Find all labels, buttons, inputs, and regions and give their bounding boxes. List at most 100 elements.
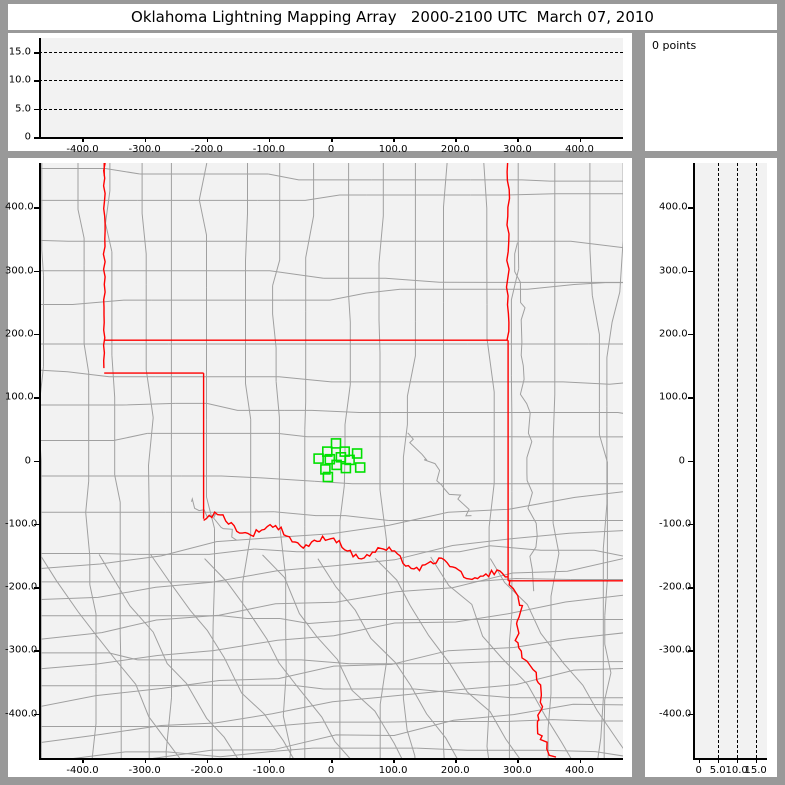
lightning-source-marker[interactable]	[322, 471, 334, 483]
county-border	[39, 402, 176, 406]
county-border	[486, 707, 490, 758]
altitude-hist-y-tick	[688, 523, 693, 526]
map-x-tick-label: -100.0	[252, 765, 285, 776]
time-altitude-y-axis-line	[39, 38, 41, 137]
county-border	[168, 270, 324, 279]
county-border	[497, 282, 606, 290]
map-x-tick	[268, 758, 271, 763]
county-border	[89, 584, 97, 674]
map-y-tick	[34, 397, 39, 399]
map-x-tick-label: 200.0	[440, 765, 470, 776]
time-altitude-x-tick-label: -400.0	[66, 144, 99, 155]
time-altitude-panel[interactable]: -400.0 -300.0 -200.0 -100.0 0 100.0 200.0 300.0…	[8, 33, 632, 155]
page-title: Oklahoma Lightning Mapping Array 2000-21…	[131, 8, 654, 26]
county-border	[379, 394, 387, 541]
time-altitude-gridline-h	[39, 80, 623, 82]
county-border	[114, 475, 121, 587]
points-count-panel: 0 points	[645, 33, 777, 151]
time-altitude-x-tick	[82, 137, 84, 142]
map-y-tick	[34, 207, 39, 209]
lightning-source-marker[interactable]	[340, 462, 352, 474]
time-altitude-x-tick-label: 0	[327, 144, 335, 155]
county-border	[381, 545, 491, 553]
lightning-source-marker[interactable]	[354, 462, 366, 473]
lightning-source-marker[interactable]	[321, 446, 333, 457]
map-plan-view-panel[interactable]: -400.0 -300.0 -200.0 -100.0 0 100.0 200.0 300.0…	[5, 158, 632, 777]
county-border	[589, 163, 593, 296]
county-border	[443, 163, 448, 303]
map-y-tick-label: 100.0	[5, 391, 34, 403]
state-border-west	[102, 163, 106, 369]
map-y-tick-label: 400.0	[5, 201, 34, 213]
altitude-hist-gridline-v	[755, 163, 757, 758]
county-border	[181, 475, 315, 482]
time-altitude-x-tick	[331, 137, 333, 142]
altitude-hist-y-tick	[688, 650, 693, 652]
county-border	[619, 163, 623, 293]
time-altitude-y-tick-label: 10.0	[8, 74, 31, 86]
lightning-source-marker[interactable]	[320, 464, 331, 475]
county-border	[270, 721, 386, 727]
county-border	[167, 747, 314, 758]
map-y-tick	[34, 333, 39, 336]
county-border	[165, 511, 275, 513]
time-altitude-x-tick	[393, 137, 395, 142]
map-plot-area[interactable]	[39, 163, 623, 758]
map-x-tick	[144, 758, 147, 763]
altitude-hist-x-tick	[717, 758, 720, 763]
county-border	[152, 703, 623, 758]
county-border	[212, 528, 215, 673]
altitude-histogram-panel[interactable]: 0 5.0 10.0 15.0 -400.0 -300.0 -200.0 -100.0 0 100…	[645, 158, 777, 777]
lightning-source-marker[interactable]	[330, 438, 342, 449]
county-border	[530, 240, 623, 249]
county-border	[145, 284, 154, 418]
altitude-hist-x-tick-label: 10.0	[725, 765, 748, 776]
state-border-red-river	[203, 510, 509, 581]
county-border	[550, 523, 560, 646]
map-y-tick-label: 300.0	[5, 265, 34, 277]
map-geography-svg	[39, 163, 623, 758]
altitude-hist-x-tick	[736, 758, 739, 763]
county-border	[602, 406, 608, 549]
county-border	[136, 548, 255, 555]
county-border	[204, 558, 351, 758]
lightning-source-marker[interactable]	[351, 448, 363, 459]
map-x-tick	[579, 758, 581, 763]
county-border	[280, 618, 401, 625]
time-altitude-y-tick	[34, 52, 39, 54]
altitude-hist-gridline-v	[736, 163, 738, 758]
altitude-hist-y-tick-label: -300.0	[659, 644, 692, 656]
time-altitude-x-tick	[455, 137, 457, 142]
county-border	[39, 491, 623, 570]
county-border	[73, 751, 168, 758]
county-border	[348, 295, 351, 385]
county-border	[39, 369, 156, 378]
altitude-hist-y-tick	[688, 460, 693, 462]
altitude-hist-gridline-v	[717, 163, 719, 758]
altitude-histogram-plot-area[interactable]	[693, 163, 767, 758]
map-y-tick	[34, 650, 39, 652]
time-altitude-y-tick	[34, 80, 39, 82]
lightning-source-marker[interactable]	[313, 453, 324, 464]
time-altitude-y-tick-label: 0	[24, 131, 31, 143]
lightning-source-markers[interactable]	[39, 163, 623, 758]
altitude-hist-y-tick-label: 300.0	[659, 265, 688, 277]
county-border	[402, 667, 416, 756]
county-border	[606, 291, 621, 407]
altitude-hist-y-tick	[688, 397, 693, 399]
lightning-source-marker[interactable]	[324, 453, 336, 465]
county-border	[292, 684, 415, 690]
altitude-hist-y-tick-label: 0	[678, 455, 685, 466]
county-border	[277, 432, 389, 438]
county-border	[77, 163, 85, 266]
time-altitude-plot-area[interactable]	[39, 38, 623, 137]
map-x-tick-label: 400.0	[565, 765, 594, 776]
county-border	[323, 277, 440, 283]
county-border	[402, 424, 408, 535]
map-y-tick	[34, 587, 39, 589]
altitude-hist-y-tick	[688, 207, 693, 209]
map-x-tick-label: -200.0	[190, 765, 223, 776]
county-border	[489, 545, 623, 557]
map-y-tick	[34, 713, 39, 716]
